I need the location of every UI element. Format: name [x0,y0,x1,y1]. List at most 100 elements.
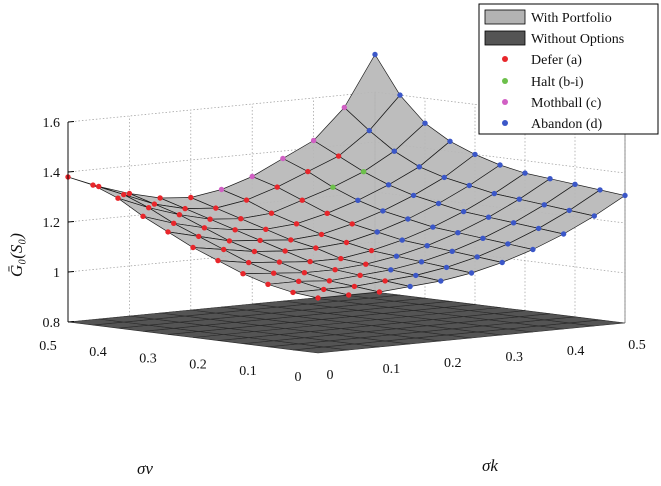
defer-point [232,227,238,233]
abandon-point [388,267,394,273]
legend-label: Defer (a) [531,53,582,68]
defer-point [176,212,183,218]
defer-point [207,216,213,222]
abandon-point [405,216,411,222]
abandon-point [430,224,436,230]
z-tick [67,171,75,173]
defer-point [121,191,127,198]
defer-point [376,289,383,295]
defer-point [240,271,246,277]
legend: With Portfolio Without Options Defer (a)… [478,3,659,135]
legend-label: Without Options [531,32,624,47]
z-tick-label: 1.2 [43,216,61,231]
z-tick [67,321,75,323]
abandon-point [491,190,497,197]
defer-point [140,213,146,219]
legend-label: With Portfolio [531,11,612,26]
defer-point [96,183,102,190]
defer-point [165,229,171,235]
defer-point [201,225,208,231]
abandon-point [510,220,517,226]
abandon-point [460,208,467,215]
k-tick-label: 0.5 [628,338,646,353]
defer-point [293,221,300,227]
abandon-point [422,120,428,126]
mothball-point [341,104,347,111]
abandon-point [522,170,528,176]
defer-point [321,286,327,293]
defer-point [263,226,269,232]
defer-point [265,281,271,287]
defer-point [238,216,244,222]
z-tick-label: 1.6 [43,116,61,131]
defer-point [313,245,319,251]
legend-item-abandon: Abandon (d) [502,117,602,132]
abandon-point [399,237,405,243]
abandon-point [622,192,628,199]
defer-point [243,197,250,203]
defer-point [346,292,352,298]
abandon-point [416,164,422,170]
legend-item-halt: Halt (b-i) [502,75,584,90]
defer-point [307,258,313,265]
defer-point [276,259,283,265]
defer-point [115,195,121,201]
k-tick-label: 0 [327,368,334,383]
defer-point [226,238,233,244]
abandon-point [441,174,447,181]
z-tick-label: 1.4 [43,166,61,181]
abandon-point [541,202,547,208]
abandon-point [516,196,522,202]
abandon-point [385,182,392,188]
abandon-point [355,197,361,203]
defer-point [299,197,305,203]
abandon-point [447,138,453,144]
abandon-point [474,254,480,260]
abandon-point [499,259,505,266]
defer-point [351,283,358,290]
defer-point [349,221,355,227]
legend-item-mothball: Mothball (c) [502,96,602,111]
defer-point [188,194,194,201]
defer-point [271,270,277,276]
defer-point [357,272,363,278]
defer-point [182,205,188,212]
mothball-point [249,173,255,180]
defer-point [126,190,133,197]
z-tick [67,121,75,123]
defer-point [368,247,375,254]
defer-point [282,248,288,254]
abandon-point [374,229,380,235]
abandon-point [413,272,419,279]
abandon-point [438,278,444,284]
defer-point [215,257,221,264]
abandon-point [597,187,603,193]
legend-item-with-portfolio: With Portfolio [484,9,612,26]
v-tick-label: 0 [295,370,302,385]
legend-label: Abandon (d) [531,117,602,132]
abandon-point [480,235,486,241]
defer-point [332,267,338,273]
halt-point [360,169,367,175]
legend-label: Mothball (c) [531,96,602,111]
v-tick-label: 0.4 [89,345,107,360]
z-axis-label: Ḡ₀(S₀) [7,233,26,277]
mothball-point [218,186,225,193]
z-tick-label: 0.8 [43,316,61,331]
defer-point [157,195,163,201]
defer-point [257,237,263,244]
without-options-surface [67,291,626,354]
defer-point [213,205,219,211]
v-tick-label: 0.2 [189,358,207,373]
defer-point [363,261,369,267]
abandon-point [468,270,475,276]
defer-point [296,278,302,284]
defer-point [90,182,96,188]
defer-point [190,244,196,251]
k-tick-label: 0.3 [505,350,523,365]
k-tick-label: 0.1 [383,362,401,377]
abandon-point [535,225,542,232]
defer-point [171,220,177,226]
abandon-point [547,176,553,182]
abandon-point [418,259,425,265]
